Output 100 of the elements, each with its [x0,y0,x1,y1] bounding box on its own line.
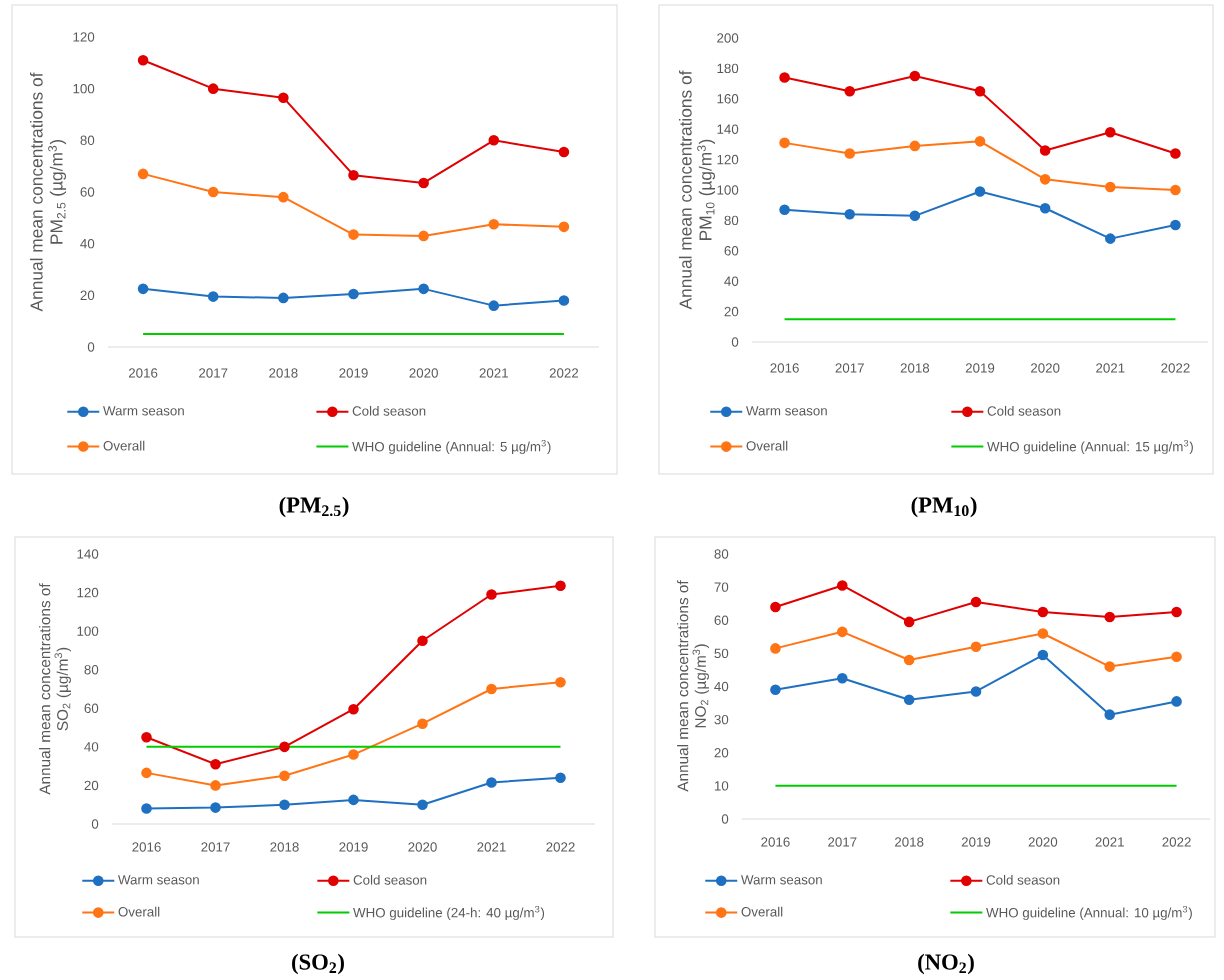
y-tick-label: 140 [77,549,99,559]
text: (PM$_{2.5}$) [279,496,349,518]
y-tick-label: 10 [714,781,729,791]
point [1105,233,1116,244]
point [974,85,986,97]
legend-label: Warm season [118,875,199,885]
x-tick-label: 2022 [549,368,579,378]
point [1039,202,1051,214]
point [903,694,915,706]
point [417,799,428,810]
x-tick-label: 2017 [835,363,864,373]
point [278,191,289,203]
y-tick-label: 0 [87,342,95,352]
x-tick-label: 2020 [1028,837,1058,847]
point [555,772,566,783]
point [970,641,982,653]
y-tick-label: 20 [84,780,99,791]
point [974,186,986,197]
x-tick-label: 2017 [201,842,230,852]
point [1171,606,1182,618]
legend-label: WHO guideline (Annual: 15 µg/m$^{3}$) [987,439,1193,455]
legend-label: WHO guideline (Annual: 5 µg/m$^{3}$) [352,439,551,455]
point [903,616,915,628]
x-tick-label: 2020 [408,842,437,852]
legend-label: Overall [118,906,160,917]
point [348,288,359,300]
point [207,83,219,94]
y-tick-label: 40 [84,742,99,752]
point [909,210,921,222]
point [137,283,149,295]
point [1171,651,1182,662]
text: (SO$_{2}$) [292,953,344,975]
y-tick-label: 80 [714,549,729,559]
y-tick-label: 40 [80,238,95,249]
point [837,672,848,684]
point [558,146,570,158]
point [770,601,781,613]
y-tick-label: 120 [77,587,99,598]
point [417,718,428,729]
point [555,676,566,688]
y-tick-label: 40 [724,276,739,286]
y-tick-label: 100 [77,626,99,636]
point [1039,145,1051,156]
point [279,741,290,753]
x-tick-label: 2020 [409,368,438,378]
x-tick-label: 2019 [339,368,368,378]
point [141,731,152,743]
point [1037,628,1049,639]
point [278,92,289,103]
point [779,204,790,216]
x-tick-label: 2018 [270,842,299,852]
point [1170,184,1181,196]
y-tick-label: 120 [717,154,739,165]
point [779,137,790,149]
point [418,177,429,189]
point [837,626,848,638]
point [1039,174,1051,185]
x-tick-label: 2021 [479,368,508,378]
point [278,292,289,304]
x-tick-label: 2022 [1161,363,1190,373]
legend-label: Cold season [353,874,427,885]
point [210,758,221,770]
x-tick-label: 2016 [770,363,799,373]
point [970,686,982,697]
point [207,291,219,302]
y-tick-label: 60 [80,187,95,197]
point [486,589,497,600]
point [348,703,359,715]
legend-label: Overall [741,906,783,917]
x-tick-label: 2017 [828,837,857,847]
point [1104,661,1116,672]
point [348,229,359,240]
point [770,643,781,654]
point [1170,148,1181,159]
x-tick-label: 2021 [1096,363,1125,373]
point [348,749,359,760]
point [779,72,790,83]
point [1037,649,1049,661]
y-tick-label: 20 [724,306,739,317]
x-tick-label: 2020 [1030,363,1060,373]
point [970,596,982,608]
point [558,295,570,306]
point [770,684,781,696]
y-tick-label: 20 [714,748,729,758]
y-tick-label: 0 [721,814,729,824]
point [137,168,149,180]
legend-label: Cold season [986,874,1060,885]
legend-label: Cold season [987,405,1061,416]
point [348,794,359,806]
point [844,209,856,220]
y-tick-label: 40 [714,681,729,692]
x-tick-label: 2019 [961,837,991,847]
point [417,635,428,647]
legend-label: Cold season [352,405,426,416]
point [210,802,221,813]
y-tick-label: 100 [73,83,95,94]
point [1170,219,1181,231]
point [1105,126,1116,138]
y-tick-label: 120 [73,32,95,42]
point [909,140,921,152]
